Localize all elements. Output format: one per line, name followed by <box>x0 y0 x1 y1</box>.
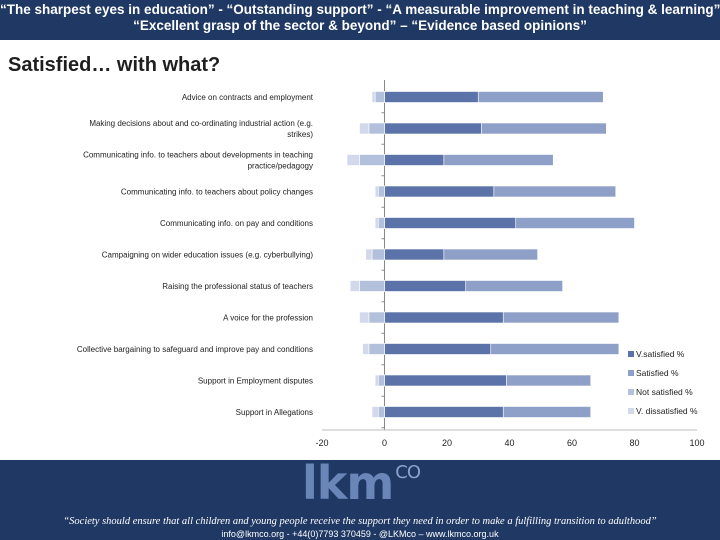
bar-segment <box>443 154 554 166</box>
bar-segment <box>346 154 360 166</box>
bar-segment <box>384 280 467 292</box>
category-label: Support in Allegations <box>236 408 313 417</box>
legend-swatch <box>628 351 634 357</box>
bar-segment <box>374 217 379 229</box>
bar-segment <box>384 122 482 135</box>
bar-segment <box>377 217 385 229</box>
category-label: Support in Employment disputes <box>198 377 313 386</box>
x-tick-label: -20 <box>315 438 328 448</box>
category-label: A voice for the profession <box>223 314 313 323</box>
x-tick-label: 80 <box>629 438 639 448</box>
legend-label: Satisfied % <box>636 368 679 378</box>
category-label: Communicating info. on pay and condition… <box>160 219 313 228</box>
bar-segment <box>359 311 370 324</box>
bar-segment <box>371 248 385 261</box>
bar-segment <box>384 248 445 261</box>
bar-segment <box>374 374 379 387</box>
legend-swatch <box>628 408 634 414</box>
category-label: practice/pedagogy <box>248 162 313 171</box>
bar-segment <box>502 311 620 324</box>
bar-segment <box>365 248 373 261</box>
legend-label: V. dissatisfied % <box>636 406 698 416</box>
bar-segment <box>368 343 385 355</box>
footer-contact: info@lkmco.org - +44(0)7793 370459 - @LK… <box>221 529 499 539</box>
bar-segment <box>384 217 517 229</box>
category-label: Making decisions about and co-ordinating… <box>89 119 313 128</box>
legend-label: Not satisfied % <box>636 387 693 397</box>
lkmco-logo: lkm CO <box>0 456 720 510</box>
bar-segment <box>371 91 376 103</box>
x-tick-label: 0 <box>382 438 387 448</box>
bar-segment <box>481 122 607 135</box>
x-tick-label: 60 <box>567 438 577 448</box>
category-label: strikes) <box>287 130 313 139</box>
bar-segment <box>359 280 385 292</box>
footer-banner: lkm CO “Society should ensure that all ch… <box>0 456 720 540</box>
bar-segment <box>368 311 385 324</box>
bar-segment <box>374 91 385 103</box>
x-tick-label: 100 <box>689 438 704 448</box>
page-title: Satisfied… with what? <box>8 54 221 76</box>
bar-segment <box>384 91 479 103</box>
category-label: Communicating info. to teachers about po… <box>121 188 313 197</box>
bar-segment <box>502 406 592 418</box>
satisfaction-bar-chart: -20 0 20 40 60 80 100 Advice on contracts and e… <box>77 80 705 448</box>
bar-segment <box>506 374 592 387</box>
category-label: Communicating info. to teachers about de… <box>83 151 313 160</box>
category-label: Raising the professional status of teach… <box>162 282 313 291</box>
header-quote-line2: “Excellent grasp of the sector & beyond”… <box>133 18 587 33</box>
bar-segment <box>377 374 385 387</box>
bar-segment <box>477 91 604 103</box>
header-quote-line1: “The sharpest eyes in education” - “Outs… <box>0 2 720 17</box>
logo-text: lkm <box>301 456 394 510</box>
bar-segment <box>371 406 379 418</box>
bar-segment <box>349 280 360 292</box>
legend-swatch <box>628 370 634 376</box>
footer-quote: “Society should ensure that all children… <box>63 516 657 527</box>
legend-label: V.satisfied % <box>636 349 685 359</box>
bar-segment <box>384 311 504 324</box>
logo-superscript: CO <box>395 462 421 483</box>
bar-segment <box>377 185 385 198</box>
header-banner: “The sharpest eyes in education” - “Outs… <box>0 0 720 40</box>
bar-segment <box>384 185 495 198</box>
legend-swatch <box>628 389 634 395</box>
bar-segment <box>384 154 445 166</box>
bar-segment <box>465 280 563 292</box>
category-label: Collective bargaining to safeguard and i… <box>77 345 313 354</box>
bar-segment <box>359 122 370 135</box>
bar-segment <box>490 343 620 355</box>
category-label: Advice on contracts and employment <box>182 93 314 102</box>
bar-segment <box>362 343 370 355</box>
x-tick-label: 40 <box>504 438 514 448</box>
bar-segment <box>368 122 385 135</box>
bar-segment <box>384 374 507 387</box>
bar-segment <box>377 406 385 418</box>
category-label: Campaigning on wider education issues (e… <box>102 251 314 260</box>
bar-segment <box>443 248 538 261</box>
bar-segment <box>384 406 504 418</box>
bar-segment <box>359 154 385 166</box>
bar-segment <box>515 217 635 229</box>
x-tick-label: 20 <box>442 438 452 448</box>
bar-segment <box>384 343 492 355</box>
bar-segment <box>493 185 617 198</box>
bar-segment <box>374 185 379 198</box>
